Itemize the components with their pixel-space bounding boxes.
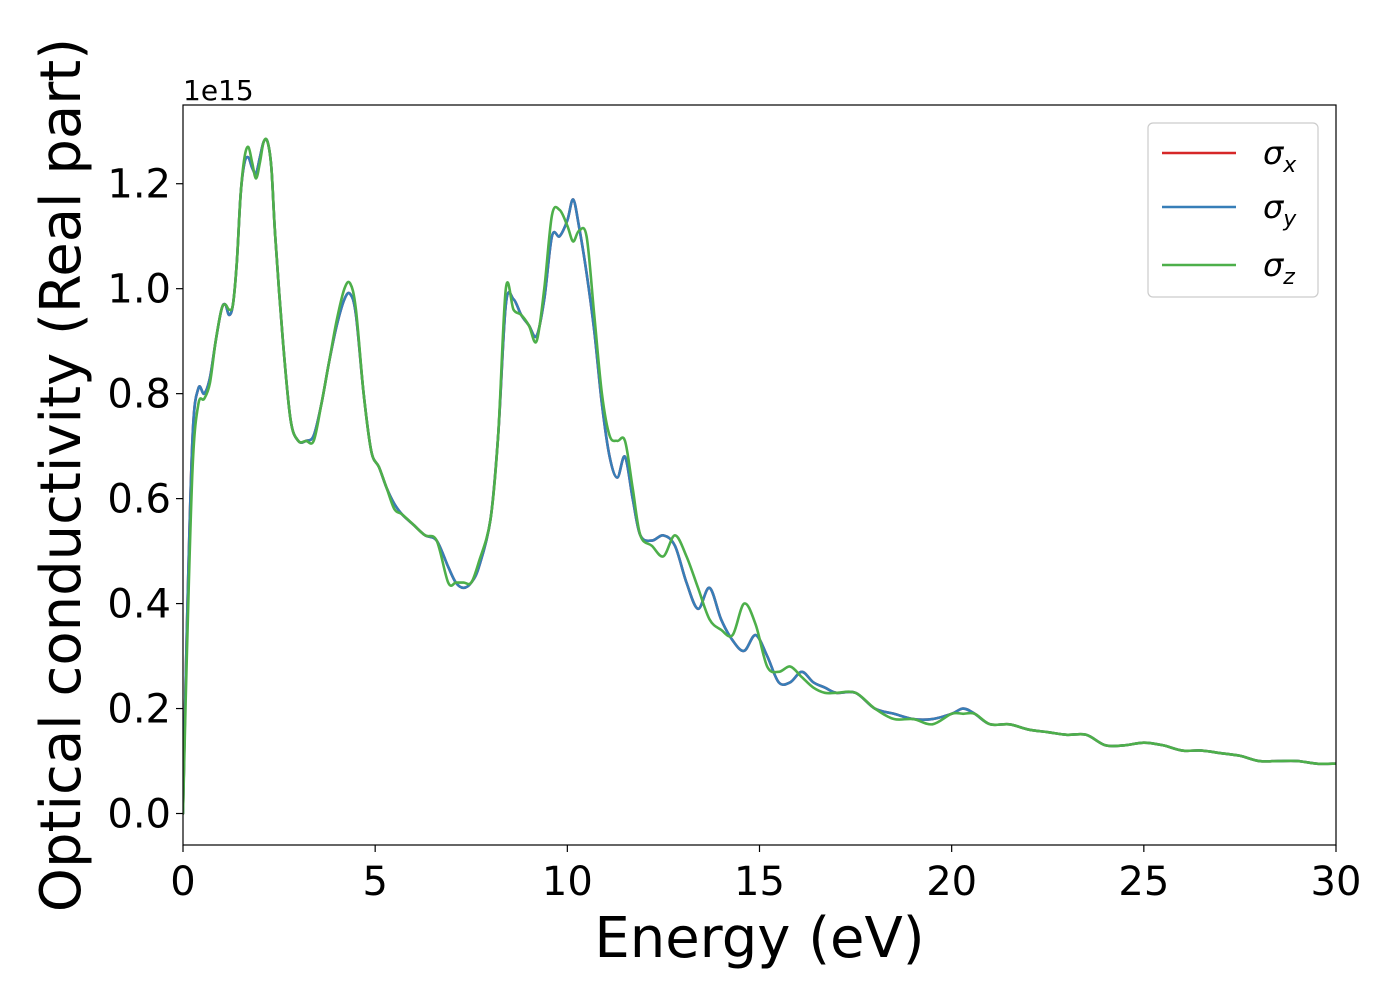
series-layer xyxy=(183,137,1336,815)
y-axis-title: Optical conductivity (Real part) xyxy=(29,38,94,912)
legend: σx σy σz xyxy=(1147,122,1319,298)
y-offset-label: 1e15 xyxy=(183,74,254,107)
x-tick-label: 0 xyxy=(170,859,195,905)
y-tick-label: 0.6 xyxy=(107,477,171,523)
legend-label-z: σz xyxy=(1263,246,1295,290)
x-axis: 0 5 10 15 20 25 30 xyxy=(170,845,1361,905)
series-line-z xyxy=(183,137,1336,815)
legend-label-x: σx xyxy=(1263,134,1297,178)
y-tick-label: 1.0 xyxy=(107,267,171,313)
x-tick-label: 25 xyxy=(1118,859,1169,905)
x-tick-label: 5 xyxy=(362,859,387,905)
legend-box xyxy=(1147,122,1319,298)
y-tick-label: 0.4 xyxy=(107,582,171,628)
y-tick-label: 0.0 xyxy=(107,792,171,838)
x-tick-label: 10 xyxy=(542,859,593,905)
legend-label-y: σy xyxy=(1263,188,1297,232)
x-tick-label: 20 xyxy=(926,859,977,905)
y-tick-label: 0.8 xyxy=(107,372,171,418)
y-tick-label: 1.2 xyxy=(107,162,171,208)
x-tick-label: 30 xyxy=(1311,859,1362,905)
x-axis-title: Energy (eV) xyxy=(594,906,924,971)
x-tick-label: 15 xyxy=(734,859,785,905)
y-axis: 0.0 0.2 0.4 0.6 0.8 1.0 1.2 xyxy=(107,162,183,838)
y-tick-label: 0.2 xyxy=(107,687,171,733)
